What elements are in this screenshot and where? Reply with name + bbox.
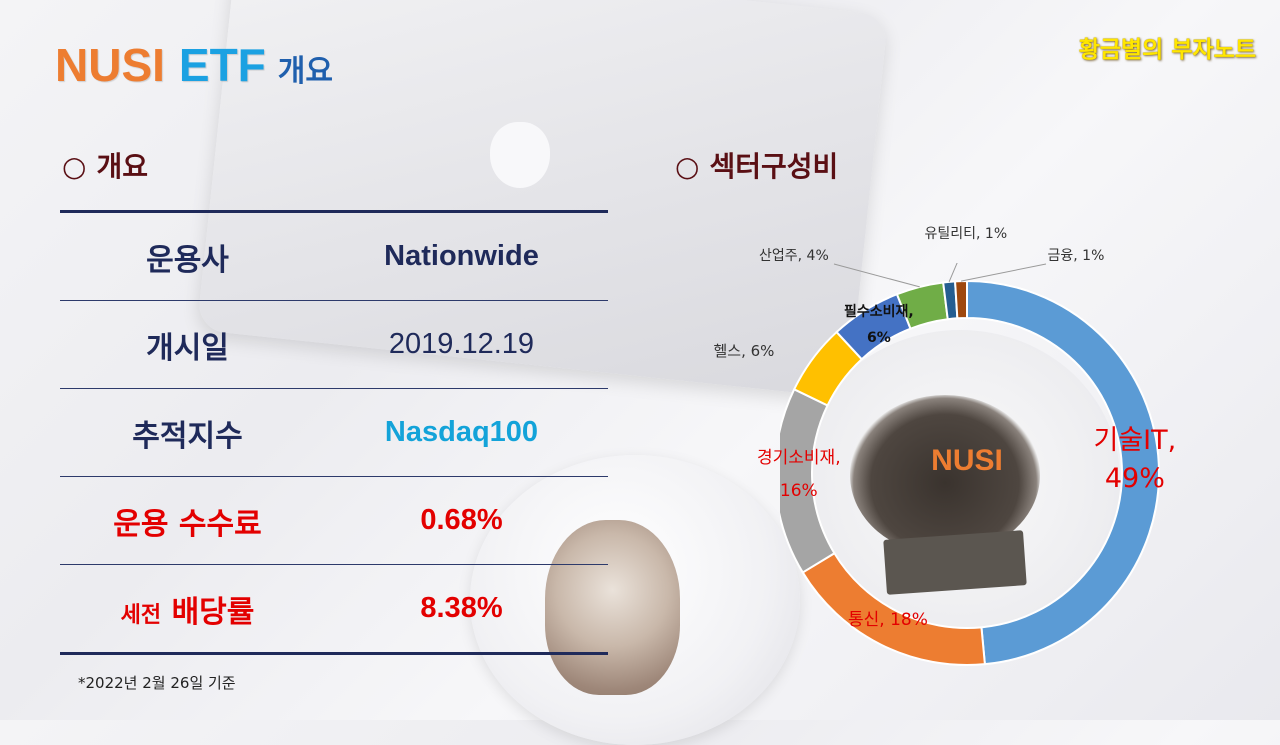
- row-value: 2019.12.19: [388, 328, 535, 360]
- slice-label-통신: 통신, 18%: [848, 610, 928, 631]
- section-sector-heading: ○ 섹터구성비: [675, 145, 838, 185]
- row-value: Nationwide: [384, 240, 539, 272]
- leader-line: [948, 263, 958, 283]
- slice-label-경기소비재: 경기소비재, 16%: [757, 442, 841, 508]
- title-part2: ETF: [178, 39, 266, 91]
- background-meringue: [545, 520, 680, 695]
- row-label: 추적지수: [132, 418, 243, 454]
- table-row-fee: 운용 수수료 0.68%: [60, 477, 608, 565]
- row-label: 운용사: [146, 242, 229, 278]
- leader-line: [833, 263, 920, 288]
- apple-logo-icon: [490, 122, 550, 188]
- slice-label-line: 16%: [779, 481, 818, 501]
- section-sector-label: 섹터구성비: [709, 150, 839, 183]
- row-value: Nasdaq100: [384, 416, 539, 448]
- slice-label-line: 기술IT,: [1093, 425, 1177, 456]
- slice-label-필수소비재: 필수소비재, 6%: [844, 299, 914, 351]
- slice-label-line: 유틸리티, 1%: [924, 226, 1008, 242]
- row-label-main: 배당률: [171, 594, 255, 630]
- slice-label-line: 산업주, 4%: [759, 248, 829, 264]
- row-label: 운용 수수료: [113, 506, 262, 542]
- row-label-prefix: 세전: [120, 602, 162, 628]
- slice-label-금융: 금융, 1%: [1048, 247, 1105, 265]
- row-value: 0.68%: [420, 504, 503, 536]
- slice-기술IT: [966, 279, 1160, 666]
- row-value: 8.38%: [420, 592, 503, 624]
- slice-label-헬스: 헬스, 6%: [714, 342, 775, 361]
- page-title: NUSI ETF 개요: [55, 38, 333, 92]
- slice-label-line: 경기소비재,: [757, 448, 841, 468]
- table-row-index: 추적지수 Nasdaq100: [60, 389, 608, 477]
- section-overview-heading: ○ 개요: [62, 145, 148, 185]
- slice-금융: [954, 279, 968, 320]
- title-part3: 개요: [277, 54, 333, 89]
- chart-center-label: NUSI: [931, 444, 1003, 477]
- slice-label-line: 금융, 1%: [1047, 248, 1105, 264]
- table-row-manager: 운용사 Nationwide: [60, 213, 608, 301]
- slice-label-유틸리티: 유틸리티, 1%: [925, 225, 1008, 243]
- row-label: 세전 배당률: [60, 587, 315, 631]
- slice-label-line: 필수소비재,: [844, 304, 914, 320]
- sector-donut-chart: NUSI: [780, 263, 1160, 666]
- slice-label-line: 헬스, 6%: [713, 341, 775, 360]
- table-top-rule: [60, 210, 608, 213]
- title-part1: NUSI: [55, 39, 165, 91]
- background-coffee-cup: [850, 395, 1040, 555]
- table-row-dividend: 세전 배당률 8.38%: [60, 565, 608, 655]
- slice-label-line: 6%: [866, 330, 891, 346]
- slice-label-산업주: 산업주, 4%: [759, 247, 829, 265]
- footnote: *2022년 2월 26일 기준: [78, 674, 236, 692]
- row-label: 개시일: [146, 330, 229, 366]
- circle-bullet-icon: ○: [62, 150, 87, 183]
- leader-line: [960, 263, 1047, 282]
- slice-label-line: 49%: [1104, 463, 1165, 494]
- table-row-launch-date: 개시일 2019.12.19: [60, 301, 608, 389]
- overview-table: 운용사 Nationwide 개시일 2019.12.19 추적지수 Nasda…: [60, 210, 608, 655]
- circle-bullet-icon: ○: [675, 150, 700, 183]
- section-overview-label: 개요: [96, 150, 148, 183]
- slice-label-line: 통신, 18%: [848, 609, 928, 630]
- slice-label-기술IT: 기술IT, 49%: [1094, 422, 1177, 498]
- brand-label: 황금별의 부자노트: [1078, 37, 1256, 63]
